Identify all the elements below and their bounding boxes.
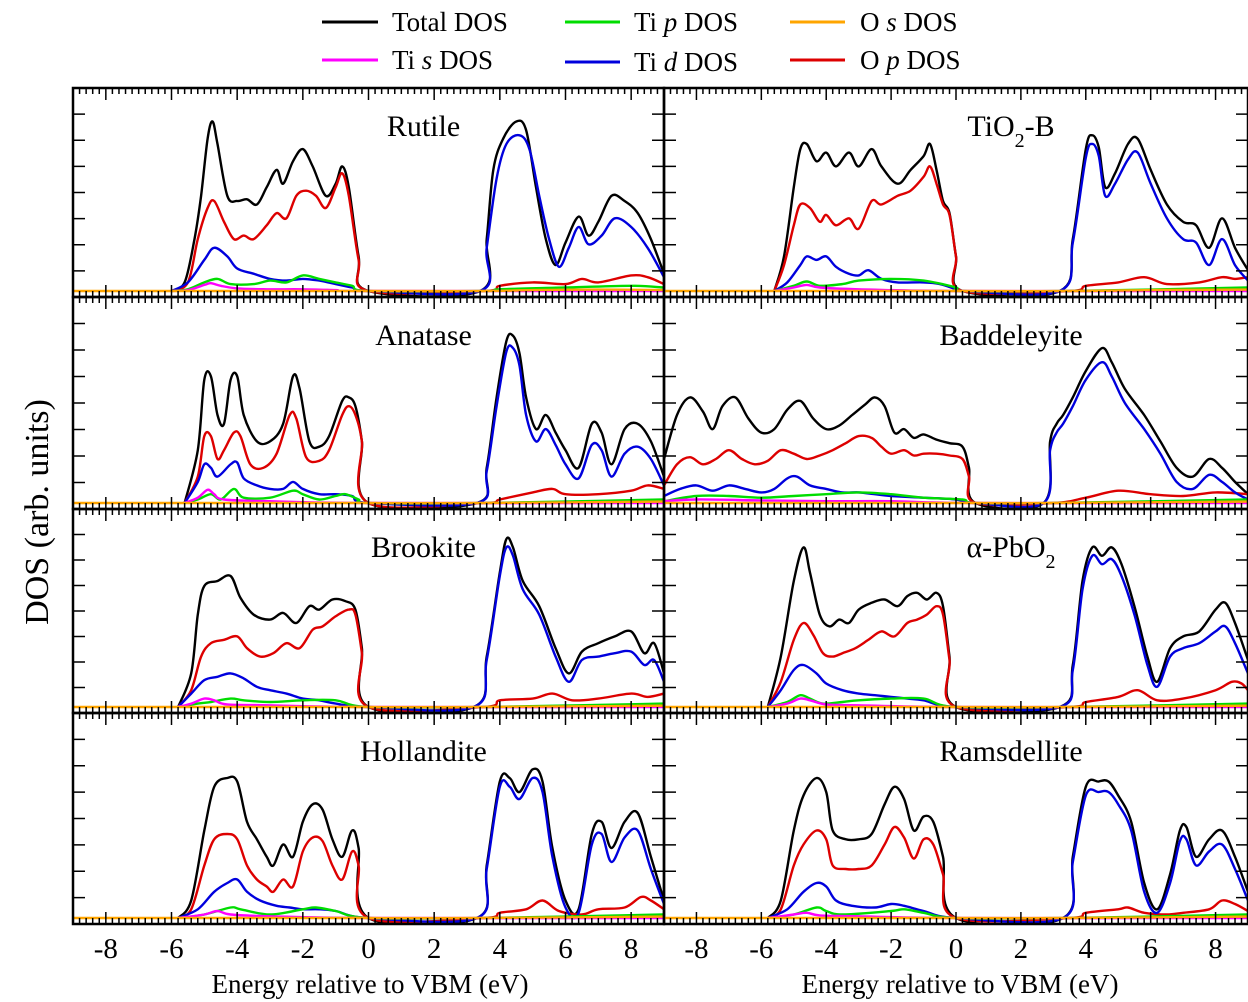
series-group xyxy=(73,332,664,509)
x-tick-label: -6 xyxy=(159,933,183,965)
series-line-ti-d-dos xyxy=(177,545,664,712)
legend: Total DOS Ti s DOS Ti p DOS Ti d DOS O s… xyxy=(322,7,961,77)
x-tick-label: -8 xyxy=(684,933,708,965)
panel-frame xyxy=(71,86,666,299)
legend-label: Ti p DOS xyxy=(634,7,738,37)
series-group xyxy=(73,536,664,713)
panel-title: Hollandite xyxy=(360,735,487,768)
panel-frame xyxy=(71,507,666,715)
legend-label: O p DOS xyxy=(860,45,961,75)
series-group xyxy=(73,119,664,297)
series-line-ti-p-dos xyxy=(171,274,664,293)
panel-6: Hollandite -8 -6 -4 -2 0 2 4 6 8 xyxy=(71,711,666,965)
series-line-total-dos xyxy=(170,119,664,297)
x-ticks xyxy=(663,297,1248,509)
x-tick-label: -8 xyxy=(94,933,118,965)
series-group xyxy=(664,133,1248,297)
series-group xyxy=(73,767,664,924)
legend-entry-ti-s-dos: Ti s DOS xyxy=(322,45,493,75)
panel-title: Baddeleyite xyxy=(939,319,1082,352)
panel-2: Anatase xyxy=(71,295,666,511)
series-line-total-dos xyxy=(766,545,1248,713)
legend-label: Total DOS xyxy=(392,7,508,37)
legend-entry-o-s-dos: O s DOS xyxy=(790,7,958,37)
x-tick-label: -6 xyxy=(749,933,773,965)
x-tick-label: -4 xyxy=(814,933,839,965)
x-ticks xyxy=(72,297,665,509)
series-group xyxy=(664,545,1248,713)
x-tick-label: 6 xyxy=(558,933,573,965)
x-ticks xyxy=(72,713,665,924)
x-tick-label: -2 xyxy=(291,933,315,965)
x-tick-labels: -8 -6 -4 -2 0 2 4 6 8 xyxy=(94,933,639,965)
x-tick-labels: -8 -6 -4 -2 0 2 4 6 8 xyxy=(684,933,1222,965)
series-line-ti-d-dos xyxy=(177,776,664,924)
legend-entry-ti-d-dos: Ti d DOS xyxy=(565,47,738,77)
x-tick-label: 4 xyxy=(493,933,508,965)
panel-grid: Rutile TiO2-B Anatase Baddeleyite Brookite α-… xyxy=(71,86,1248,965)
panel-title: α-PbO2 xyxy=(966,531,1055,573)
series-group xyxy=(664,776,1248,924)
panel-title: Ramsdellite xyxy=(939,735,1082,768)
panel-title: Brookite xyxy=(371,531,476,564)
x-ticks xyxy=(72,88,665,297)
x-tick-label: 2 xyxy=(427,933,442,965)
x-axis-label-left: Energy relative to VBM (eV) xyxy=(212,969,529,999)
y-axis-label: DOS (arb. units) xyxy=(19,399,56,625)
x-ticks xyxy=(72,509,665,713)
series-line-o-p-dos xyxy=(177,832,664,924)
x-tick-label: 2 xyxy=(1014,933,1029,965)
series-line-o-p-dos xyxy=(183,405,664,509)
legend-label: Ti d DOS xyxy=(634,47,738,77)
legend-entry-o-p-dos: O p DOS xyxy=(790,45,961,75)
legend-label: Ti s DOS xyxy=(392,45,493,75)
panel-title: Anatase xyxy=(375,319,472,352)
series-line-o-p-dos xyxy=(664,434,1248,507)
series-line-o-p-dos xyxy=(177,607,664,713)
x-ticks xyxy=(663,713,1248,924)
series-line-o-p-dos xyxy=(767,825,1248,923)
panel-4: Brookite xyxy=(71,507,666,715)
x-axis-label-right: Energy relative to VBM (eV) xyxy=(802,969,1119,999)
x-tick-label: 8 xyxy=(1208,933,1223,965)
x-tick-label: 0 xyxy=(361,933,376,965)
series-group xyxy=(664,346,1248,509)
panel-3: Baddeleyite xyxy=(662,295,1248,511)
x-tick-label: 4 xyxy=(1079,933,1094,965)
panel-1: TiO2-B xyxy=(662,86,1248,299)
panel-0: Rutile xyxy=(71,86,666,299)
legend-label: O s DOS xyxy=(860,7,958,37)
series-line-o-p-dos xyxy=(773,165,1248,295)
x-tick-label: -4 xyxy=(225,933,250,965)
series-line-total-dos xyxy=(183,332,664,509)
series-line-o-p-dos xyxy=(170,172,664,295)
panel-7: Ramsdellite -8 -6 -4 -2 0 2 4 6 8 xyxy=(662,711,1248,965)
panel-title: Rutile xyxy=(387,110,460,143)
series-line-ti-d-dos xyxy=(766,553,1248,712)
series-line-ti-d-dos xyxy=(664,361,1248,509)
series-line-o-p-dos xyxy=(766,604,1248,712)
x-tick-label: -2 xyxy=(879,933,903,965)
legend-entry-ti-p-dos: Ti p DOS xyxy=(565,7,738,37)
legend-entry-total-dos: Total DOS xyxy=(322,7,508,37)
x-tick-label: 6 xyxy=(1143,933,1158,965)
panel-title: TiO2-B xyxy=(967,110,1054,152)
x-tick-label: 8 xyxy=(624,933,639,965)
series-line-ti-d-dos xyxy=(767,788,1248,924)
x-tick-label: 0 xyxy=(949,933,964,965)
panel-5: α-PbO2 xyxy=(662,507,1248,715)
series-line-total-dos xyxy=(664,346,1248,509)
series-line-ti-d-dos xyxy=(170,133,664,296)
series-line-ti-d-dos xyxy=(183,344,664,507)
